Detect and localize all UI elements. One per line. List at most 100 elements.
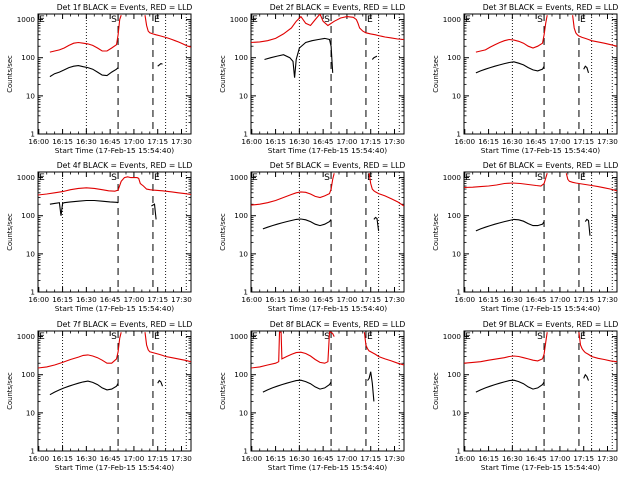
end-marker-label: E (465, 172, 471, 183)
events-series-line (475, 379, 545, 393)
end-marker-label: E (580, 172, 586, 183)
x-tick-label: 16:00 (241, 454, 262, 463)
events-series-line (584, 218, 591, 236)
events-series-line (475, 61, 545, 74)
x-tick-label: 16:30 (76, 454, 97, 463)
x-tick-label: 16:15 (478, 454, 499, 463)
events-series-line (583, 65, 590, 74)
events-series-line (157, 379, 164, 387)
start-marker-label: S (111, 331, 117, 342)
y-axis-label: Counts/sec (432, 55, 440, 93)
plot-frame (37, 330, 192, 452)
start-marker-label: S (537, 331, 543, 342)
end-marker-label: E (154, 14, 160, 25)
y-tick-label: 100 (234, 53, 248, 62)
y-tick-label: 100 (21, 53, 35, 62)
lld-series-line (144, 332, 191, 363)
x-tick-label: 17:00 (550, 454, 571, 463)
y-axis-label: Counts/sec (432, 372, 440, 410)
x-tick-label: 16:30 (502, 454, 523, 463)
y-tick-label: 10 (452, 91, 462, 100)
events-series-line (262, 379, 332, 393)
x-axis-label: Start Time (17-Feb-15 15:54:40) (268, 304, 387, 313)
y-tick-label: 1000 (17, 332, 36, 341)
x-tick-label: 16:45 (100, 454, 121, 463)
x-tick-label: 17:00 (337, 295, 358, 304)
lld-series-line (38, 332, 122, 369)
start-marker-label: S (111, 172, 117, 183)
x-tick-label: 16:30 (502, 137, 523, 146)
y-tick-label: 1 (456, 447, 461, 456)
y-tick-label: 10 (26, 91, 36, 100)
y-axis-label: Counts/sec (6, 372, 14, 410)
x-tick-label: 16:45 (100, 137, 121, 146)
lld-series-line (49, 15, 122, 53)
end-marker-label: E (252, 172, 258, 183)
chart-title: Det 4f BLACK = Events, RED = LLD (57, 161, 193, 170)
start-marker-label: S (537, 172, 543, 183)
x-tick-label: 17:30 (597, 137, 618, 146)
y-tick-label: 100 (234, 211, 248, 220)
chart-title: Det 9f BLACK = Events, RED = LLD (483, 320, 619, 329)
x-tick-label: 17:30 (384, 295, 405, 304)
events-series-line (49, 199, 119, 216)
events-series-line (371, 55, 378, 60)
chart-panel: Det 8f BLACK = Events, RED = LLD 1 10 100 10… (219, 320, 405, 472)
y-tick-label: 100 (447, 370, 461, 379)
end-marker-label: E (39, 172, 45, 183)
end-marker-label: E (39, 331, 45, 342)
x-tick-label: 17:15 (147, 454, 168, 463)
x-tick-label: 17:30 (171, 454, 192, 463)
lld-series-line (251, 331, 335, 369)
lld-series-line (363, 332, 404, 366)
end-marker-label: E (252, 14, 258, 25)
end-marker-label: E (39, 14, 45, 25)
x-tick-label: 16:45 (313, 137, 334, 146)
x-axis-label: Start Time (17-Feb-15 15:54:40) (481, 146, 600, 155)
chart-panel: Det 2f BLACK = Events, RED = LLD 1 10 100 10… (219, 3, 405, 155)
y-tick-label: 10 (239, 408, 249, 417)
y-tick-label: 10 (239, 91, 249, 100)
y-tick-label: 10 (239, 249, 249, 258)
chart-panel: Det 6f BLACK = Events, RED = LLD 1 10 100 10… (432, 161, 618, 313)
x-tick-label: 16:00 (241, 137, 262, 146)
x-axis-label: Start Time (17-Feb-15 15:54:40) (55, 463, 174, 472)
chart-panel: Det 3f BLACK = Events, RED = LLD 1 10 100 10… (432, 3, 618, 155)
chart-panel: Det 5f BLACK = Events, RED = LLD 1 10 100 10… (219, 161, 405, 313)
x-tick-label: 17:30 (384, 137, 405, 146)
x-tick-label: 17:30 (384, 454, 405, 463)
end-marker-label: E (252, 331, 258, 342)
chart-panel: Det 4f BLACK = Events, RED = LLD 1 10 100 10… (6, 161, 192, 313)
x-tick-label: 16:00 (454, 295, 475, 304)
x-tick-label: 16:15 (265, 295, 286, 304)
plot-frame (250, 330, 405, 452)
x-tick-label: 17:15 (147, 137, 168, 146)
y-tick-label: 1 (243, 288, 248, 297)
events-series-line (151, 203, 157, 220)
chart-title: Det 2f BLACK = Events, RED = LLD (270, 3, 406, 12)
x-tick-label: 17:15 (573, 454, 594, 463)
y-tick-label: 1000 (230, 332, 249, 341)
events-series-line (583, 373, 590, 381)
x-tick-label: 17:30 (597, 295, 618, 304)
x-tick-label: 16:45 (526, 295, 547, 304)
x-tick-label: 16:30 (289, 295, 310, 304)
plot-frame (463, 171, 618, 293)
y-axis-label: Counts/sec (6, 213, 14, 251)
x-tick-label: 16:00 (28, 137, 49, 146)
end-marker-label: E (367, 14, 373, 25)
x-tick-label: 17:00 (337, 454, 358, 463)
x-tick-label: 17:30 (171, 295, 192, 304)
x-tick-label: 17:00 (124, 454, 145, 463)
x-tick-label: 16:15 (265, 454, 286, 463)
x-tick-label: 16:15 (478, 137, 499, 146)
x-tick-label: 16:00 (454, 137, 475, 146)
y-axis-label: Counts/sec (219, 372, 227, 410)
x-tick-label: 17:15 (147, 295, 168, 304)
lld-series-line (464, 332, 548, 364)
x-tick-label: 16:30 (502, 295, 523, 304)
x-tick-label: 17:00 (550, 295, 571, 304)
x-tick-label: 17:00 (550, 137, 571, 146)
lld-series-line (144, 15, 191, 48)
lld-series-line (38, 176, 191, 196)
